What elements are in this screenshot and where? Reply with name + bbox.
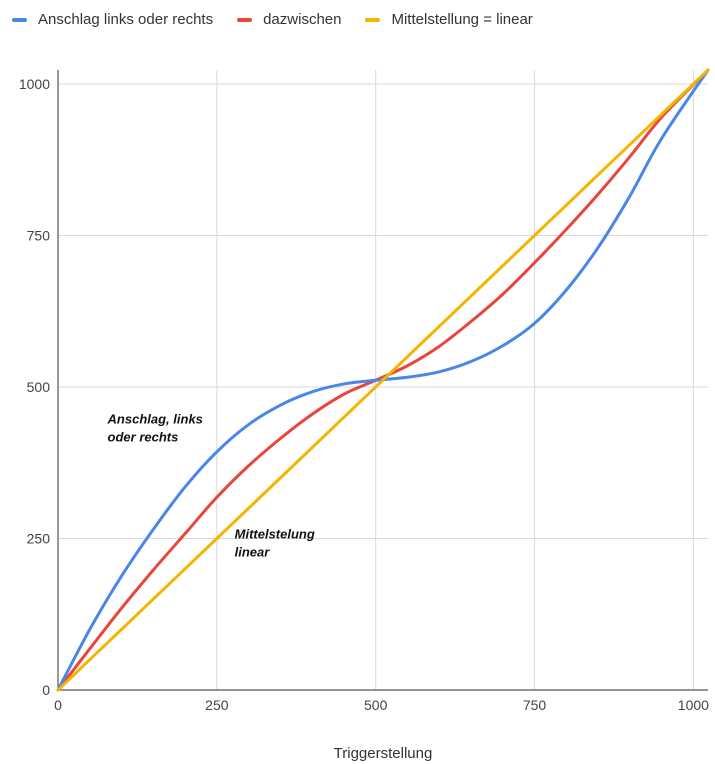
legend-label-anschlag: Anschlag links oder rechts [38, 11, 214, 28]
chart-legend: Anschlag links oder rechts dazwischen Mi… [12, 11, 557, 28]
series-line-anschlag [56, 68, 710, 692]
axes [57, 70, 708, 691]
legend-label-dazwischen: dazwischen [263, 11, 342, 28]
tick-labels: 0 250 500 750 1000 0 250 500 750 1000 [19, 76, 709, 713]
legend-swatch-dazwischen [237, 17, 253, 22]
annotation-text: linear [235, 544, 271, 559]
legend-swatch-linear [365, 17, 381, 22]
annotation-text: Mittelstelung [235, 526, 315, 541]
y-tick-label: 0 [42, 682, 50, 698]
legend-swatch-anschlag [12, 17, 27, 22]
legend-label-linear: Mittelstellung = linear [391, 11, 533, 28]
x-tick-label: 1000 [678, 697, 709, 713]
annotation-text: Anschlag, links [107, 411, 203, 426]
y-tick-label: 750 [27, 227, 51, 243]
y-tick-label: 250 [27, 530, 51, 546]
annotation-text: oder rechts [108, 429, 179, 444]
series-lines [56, 68, 710, 692]
series-line-linear [56, 68, 710, 692]
y-tick-label: 500 [27, 379, 51, 395]
grid-lines [58, 70, 708, 690]
x-tick-label: 500 [364, 697, 388, 713]
x-axis-label: Triggerstellung [334, 745, 433, 762]
y-tick-label: 1000 [19, 76, 50, 92]
legend-item-anschlag: Anschlag links oder rechts [12, 11, 213, 28]
legend-item-linear: Mittelstellung = linear [365, 11, 533, 28]
x-tick-label: 750 [523, 697, 547, 713]
x-tick-label: 0 [54, 697, 62, 713]
legend-item-dazwischen: dazwischen [237, 11, 341, 28]
annotations: Anschlag, links oder rechts Mittelstelung l… [107, 411, 315, 559]
x-tick-label: 250 [205, 697, 229, 713]
